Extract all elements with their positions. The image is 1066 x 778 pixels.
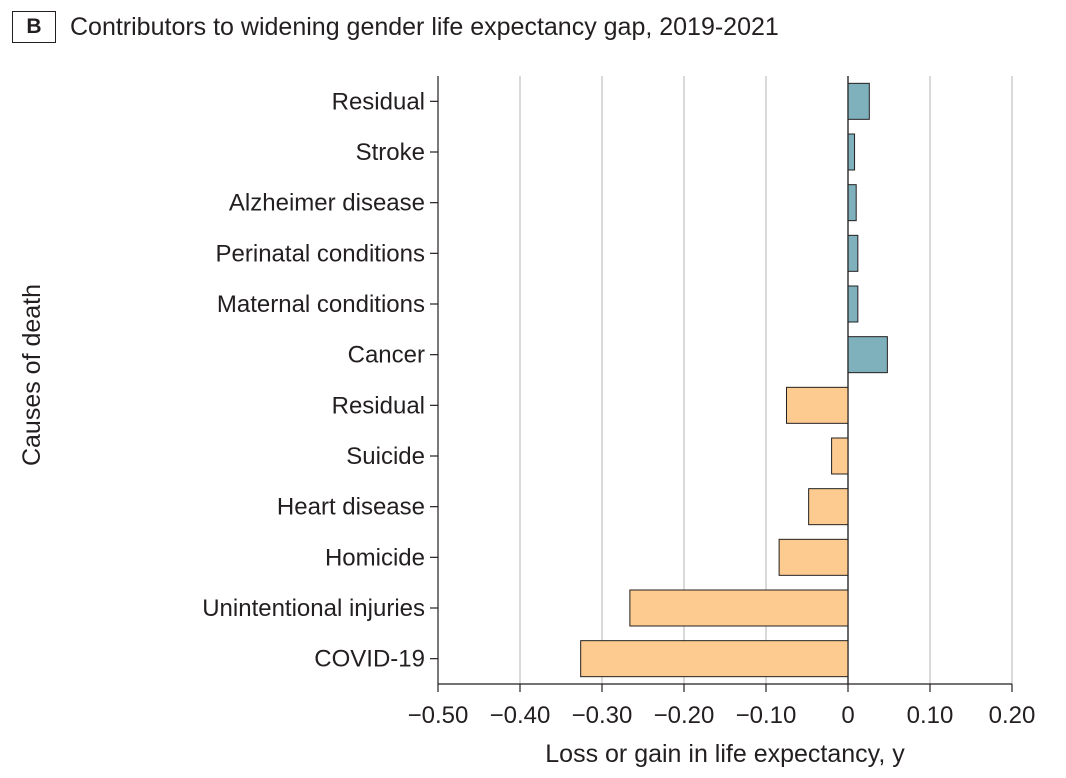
bar: [629, 589, 849, 627]
axes: Residual Stroke Alzheimer disease Perinatal…: [202, 76, 1035, 729]
y-tick-label: Suicide: [346, 443, 425, 470]
bar: [847, 184, 857, 222]
y-tick-label: Cancer: [348, 342, 425, 369]
y-tick-label: Residual: [332, 88, 425, 115]
bar: [847, 234, 859, 272]
x-tick-label: −0.10: [736, 702, 797, 729]
y-tick-label: COVID-19: [314, 646, 425, 673]
x-tick-label: −0.20: [654, 702, 715, 729]
x-tick-label: 0.10: [907, 702, 954, 729]
y-tick-label: Perinatal conditions: [216, 240, 425, 267]
bar: [847, 133, 856, 171]
chart-title: Contributors to widening gender life exp…: [70, 13, 779, 41]
bar: [847, 336, 888, 374]
y-axis-label: Causes of death: [18, 284, 46, 466]
bar: [580, 640, 849, 678]
x-tick-label: 0.20: [989, 702, 1036, 729]
y-tick-label: Stroke: [356, 139, 425, 166]
bar: [786, 386, 849, 424]
panel-label: B: [12, 11, 56, 43]
bar: [847, 285, 859, 323]
bars: [580, 82, 888, 678]
bar: [778, 538, 849, 576]
x-tick-label: −0.50: [408, 702, 469, 729]
y-tick-label: Unintentional injuries: [202, 595, 425, 622]
y-tick-label: Maternal conditions: [217, 291, 425, 318]
y-tick-label: Homicide: [325, 544, 425, 571]
x-tick-label: −0.30: [572, 702, 633, 729]
bar: [808, 488, 849, 526]
y-tick-label: Heart disease: [277, 494, 425, 521]
x-tick-label: 0: [841, 702, 854, 729]
x-tick-label: −0.40: [490, 702, 551, 729]
y-tick-label: Residual: [332, 392, 425, 419]
bar: [831, 437, 849, 475]
bar: [847, 82, 870, 120]
y-tick-label: Alzheimer disease: [229, 190, 425, 217]
x-axis-label: Loss or gain in life expectancy, y: [545, 740, 905, 768]
